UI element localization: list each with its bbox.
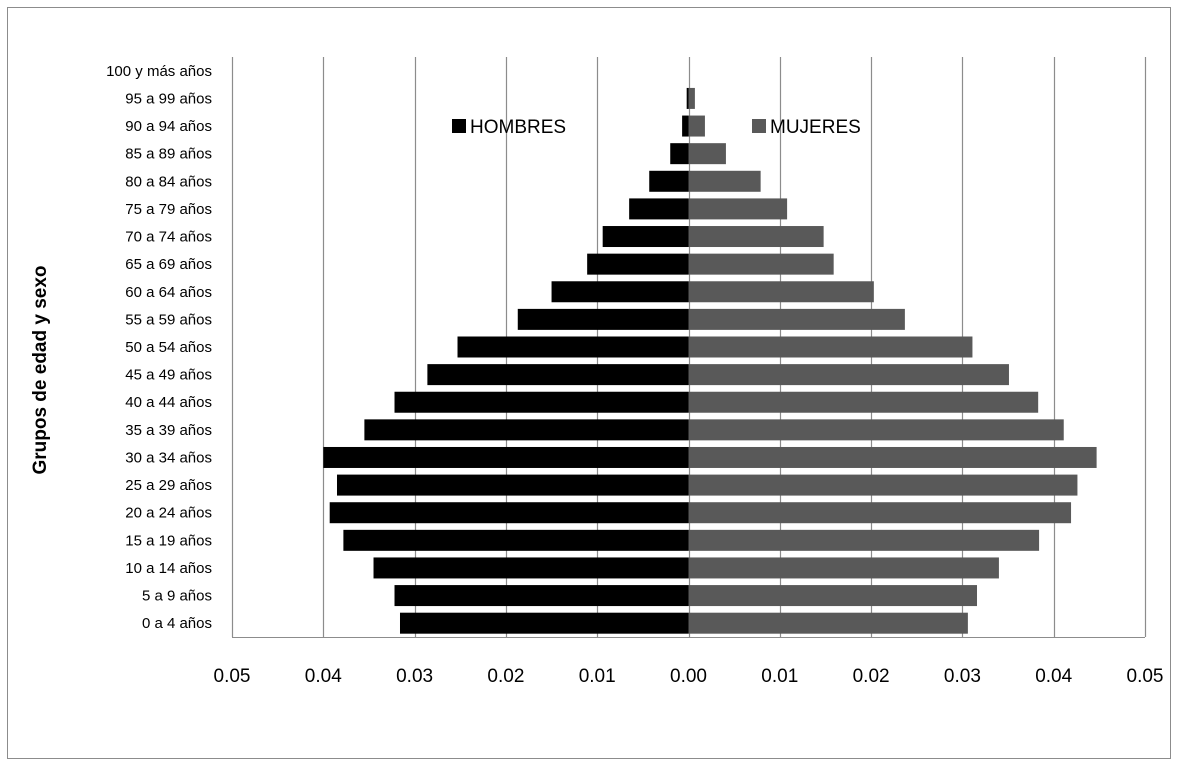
category-label: 75 a 79 años [125,201,212,218]
category-label: 35 a 39 años [125,422,212,439]
bar-mujeres [688,87,695,109]
category-label: 40 a 44 años [125,394,212,411]
bar-hombres [602,226,689,248]
bar-mujeres [688,585,978,607]
bar-mujeres [688,364,1009,386]
bar-mujeres [688,226,824,248]
bar-mujeres [688,308,905,330]
bar-mujeres [688,253,834,275]
category-label: 55 a 59 años [125,311,212,328]
bar-mujeres [688,529,1040,551]
category-label: 65 a 69 años [125,256,212,273]
bar-hombres [427,364,689,386]
x-tick-label: 0.04 [1035,666,1072,687]
bar-mujeres [688,336,973,358]
x-tick-labels: 0.05 0.04 0.03 0.02 0.01 0.00 0.01 0.02 0.03 0.04… [214,666,1164,687]
category-label: 50 a 54 años [125,339,212,356]
category-label: 10 a 14 años [125,560,212,577]
x-tick-label: 0.01 [761,666,798,687]
bar-hombres [686,87,689,109]
x-tick-label: 0.04 [305,666,342,687]
bar-mujeres [688,502,1072,524]
legend-label-hombres: HOMBRES [470,117,566,138]
bar-hombres [373,557,689,579]
bar-hombres [343,529,689,551]
x-tick-label: 0.05 [214,666,251,687]
bar-hombres [364,419,689,441]
category-label: 85 a 89 años [125,146,212,163]
category-label: 25 a 29 años [125,477,212,494]
bar-hombres [394,585,689,607]
legend: HOMBRES MUJERES [452,117,861,138]
bar-mujeres [688,143,726,165]
category-label: 0 a 4 años [142,615,212,632]
bar-mujeres [688,281,874,303]
legend-swatch-mujeres [752,119,766,133]
bar-hombres [649,170,689,192]
category-label: 30 a 34 años [125,449,212,466]
x-tick-label: 0.03 [944,666,981,687]
bar-hombres [517,308,689,330]
x-tick-label: 0.03 [396,666,433,687]
bar-mujeres [688,557,999,579]
legend-swatch-hombres [452,119,466,133]
category-label: 95 a 99 años [125,90,212,107]
bars [323,87,1097,634]
bar-hombres [457,336,689,358]
category-label: 80 a 84 años [125,173,212,190]
x-tick-label: 0.00 [670,666,707,687]
y-axis-label: Grupos de edad y sexo [30,265,51,474]
bar-mujeres [688,446,1097,468]
bar-hombres [336,474,689,496]
category-label: 20 a 24 años [125,505,212,522]
bar-mujeres [688,612,968,634]
x-tick-label: 0.02 [853,666,890,687]
bar-hombres [670,143,689,165]
bar-hombres [682,115,689,137]
category-label: 70 a 74 años [125,229,212,246]
bar-mujeres [688,198,788,220]
bar-mujeres [688,474,1078,496]
category-label: 5 a 9 años [142,588,212,605]
category-labels: 0 a 4 años 5 a 9 años 10 a 14 años 15 a 19 … [106,63,212,632]
x-tick-label: 0.01 [579,666,616,687]
bar-hombres [551,281,689,303]
legend-label-mujeres: MUJERES [770,117,861,138]
bar-hombres [399,612,689,634]
bar-hombres [394,391,689,413]
category-label: 90 a 94 años [125,118,212,135]
x-tick-label: 0.02 [487,666,524,687]
category-label: 100 y más años [106,63,212,80]
bar-mujeres [688,170,761,192]
bar-mujeres [688,391,1039,413]
bar-mujeres [688,115,705,137]
category-label: 60 a 64 años [125,284,212,301]
bar-mujeres [688,419,1064,441]
bar-hombres [587,253,689,275]
bar-hombres [329,502,689,524]
x-tick-label: 0.05 [1127,666,1164,687]
category-label: 45 a 49 años [125,367,212,384]
bar-hombres [629,198,689,220]
bar-hombres [323,446,689,468]
category-label: 15 a 19 años [125,532,212,549]
